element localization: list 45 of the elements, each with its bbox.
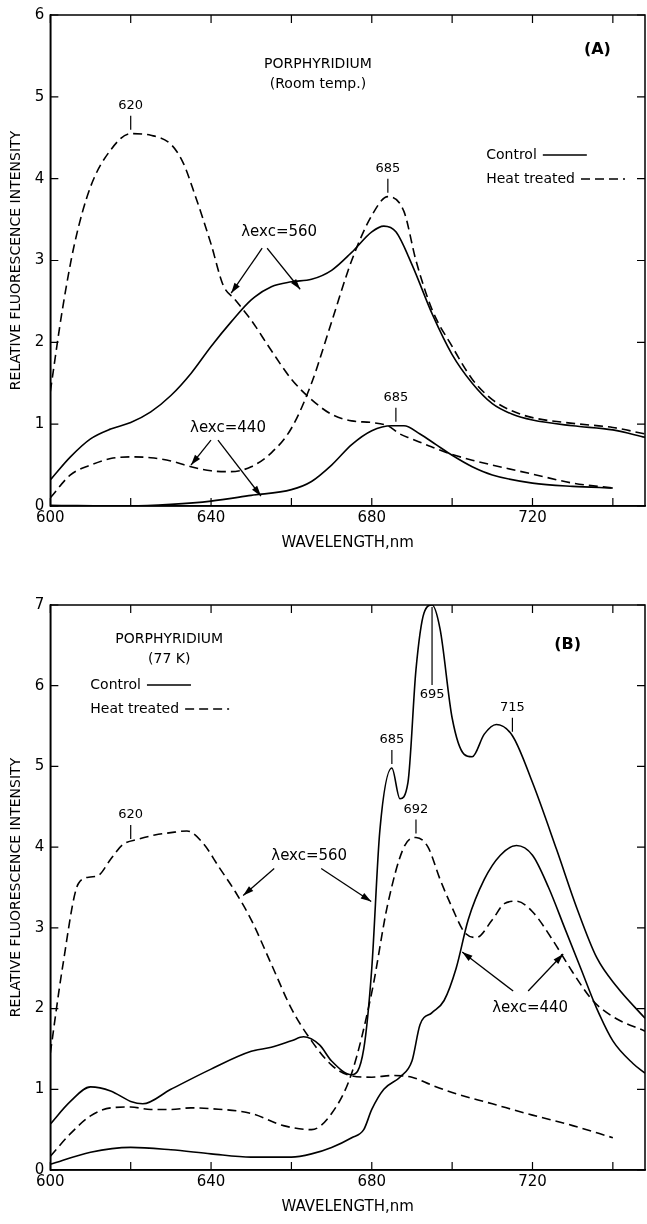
annotation: 685 [379,731,405,747]
y-tick-label: 4 [34,168,45,187]
y-tick-label: 6 [34,675,45,694]
annotation: (A) [583,38,611,58]
legend-label: Control [90,675,141,692]
y-tick-label: 6 [34,4,45,23]
annotation: λexc=440 [492,997,569,1016]
x-tick-label: 640 [196,1171,226,1190]
y-tick-label: 1 [34,1079,45,1098]
annotation: 692 [403,800,429,816]
y-axis-title: RELATIVE FLUORESCENCE INTENSITY [7,757,24,1018]
y-axis-title: RELATIVE FLUORESCENCE INTENSITY [7,130,24,391]
text: PORPHYRIDIUM [264,54,372,71]
annotation: λexc=560 [241,222,318,241]
y-tick-label: 3 [34,917,45,936]
y-tick-label: 5 [34,756,45,775]
annotation: (B) [554,633,582,653]
x-tick-label: 720 [518,1171,547,1190]
annotation: λexc=560 [271,846,348,865]
x-tick-label: 720 [518,507,547,526]
y-tick-label: 3 [34,250,45,269]
annotation: 685 [375,160,401,176]
annotation: 685 [383,389,409,405]
text: (77 K) [148,649,191,666]
x-tick-label: 680 [357,507,387,526]
annotation: 620 [118,806,144,822]
legend-label: Heat treated [486,169,575,186]
annotation: 620 [118,97,144,113]
x-tick-label: 680 [357,1171,387,1190]
y-tick-label: 2 [34,332,45,351]
y-tick-label: 4 [34,837,45,856]
x-tick-label: 640 [196,507,226,526]
x-axis-title: WAVELENGTH,nm [281,1196,414,1215]
text: PORPHYRIDIUM [115,629,224,646]
legend-label: Heat treated [90,699,180,716]
y-tick-label: 5 [34,86,45,105]
legend-label: Control [486,145,537,162]
annotation: λexc=440 [190,417,266,436]
y-tick-label: 7 [34,594,45,613]
text: (Room temp.) [269,74,367,91]
annotation: 695 [419,686,445,702]
y-tick-label: 1 [34,414,45,433]
y-tick-label: 2 [34,998,45,1017]
annotation: 715 [499,699,525,715]
x-axis-title: WAVELENGTH,nm [281,532,414,551]
